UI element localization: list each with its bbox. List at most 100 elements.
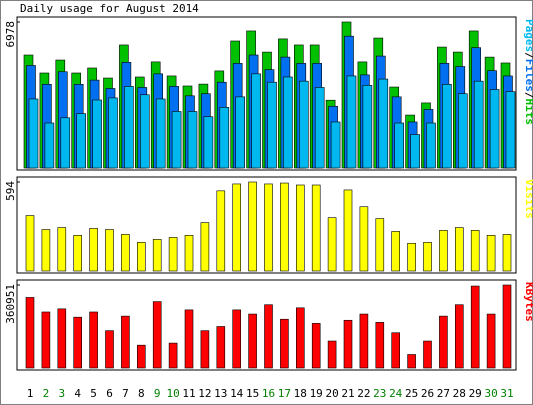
x-tick-label: 7	[122, 387, 129, 400]
bar	[264, 183, 273, 272]
x-tick-label: 25	[405, 387, 418, 400]
x-tick-label: 2	[43, 387, 50, 400]
legend: Pages/Files/Hits	[523, 19, 533, 125]
x-tick-label: 1	[27, 387, 34, 400]
bar	[203, 116, 214, 169]
bar	[362, 85, 373, 169]
bar	[137, 242, 146, 272]
bar	[283, 76, 293, 169]
x-tick-label: 23	[373, 387, 386, 400]
x-tick-label: 4	[74, 387, 81, 400]
legend-entry: Hits	[523, 99, 533, 126]
bar	[473, 80, 484, 169]
y-tick-label: 6978	[4, 21, 17, 48]
bar	[439, 230, 448, 272]
x-tick-label: 29	[469, 387, 482, 400]
legend-entry: Visits	[523, 179, 533, 219]
bar	[454, 227, 464, 272]
bar	[89, 228, 98, 272]
bar	[375, 218, 385, 272]
bar	[375, 322, 385, 369]
bar	[391, 332, 401, 369]
bar	[295, 307, 305, 369]
bar	[152, 301, 162, 369]
bar	[359, 206, 369, 272]
bar	[470, 285, 480, 369]
x-tick-label: 27	[437, 387, 450, 400]
bar	[92, 99, 102, 169]
x-tick-label: 18	[294, 387, 307, 400]
bar	[28, 98, 39, 169]
bar	[314, 87, 325, 169]
bar	[470, 230, 480, 272]
bar	[311, 323, 321, 369]
bar	[489, 89, 500, 169]
legend-separator: /	[523, 52, 533, 59]
bar	[152, 239, 162, 272]
bar	[41, 311, 51, 369]
x-tick-label: 24	[389, 387, 403, 400]
bar	[505, 91, 516, 169]
bar	[327, 217, 337, 272]
y-tick-label: 594	[4, 181, 17, 201]
bar	[343, 189, 353, 272]
x-tick-label: 13	[214, 387, 227, 400]
bar	[280, 318, 289, 369]
x-tick-label: 22	[357, 387, 370, 400]
bar	[311, 184, 321, 272]
legend-entry: KBytes	[523, 282, 533, 322]
bar	[251, 73, 261, 169]
bar	[44, 122, 55, 169]
x-tick-label: 15	[246, 387, 259, 400]
bar	[184, 309, 194, 369]
bar	[407, 242, 416, 272]
bar	[295, 184, 305, 272]
bar	[168, 342, 178, 369]
x-tick-label: 20	[325, 387, 338, 400]
x-tick-label: 9	[154, 387, 161, 400]
legend-separator: /	[523, 92, 533, 99]
bar	[137, 344, 146, 369]
bar	[184, 235, 194, 272]
bar	[502, 234, 512, 272]
bar	[25, 215, 35, 272]
bar	[25, 297, 35, 369]
bar	[298, 80, 309, 169]
x-tick-label: 12	[198, 387, 211, 400]
bar	[423, 242, 432, 272]
bar	[267, 81, 277, 169]
bar	[216, 326, 226, 369]
x-tick-label: 17	[278, 387, 291, 400]
bar	[121, 234, 130, 272]
bar	[264, 304, 273, 369]
bar	[454, 304, 464, 369]
bar	[140, 94, 150, 169]
bar	[73, 316, 82, 369]
bar	[327, 340, 337, 369]
bar	[439, 315, 448, 369]
bar	[216, 190, 226, 272]
x-tick-label: 19	[310, 387, 323, 400]
x-tick-label: 6	[106, 387, 113, 400]
x-tick-label: 14	[230, 387, 244, 400]
x-tick-label: 30	[484, 387, 497, 400]
bar	[343, 319, 353, 369]
bar	[41, 229, 51, 272]
bar	[407, 354, 416, 369]
x-tick-label: 16	[262, 387, 275, 400]
x-tick-label: 11	[182, 387, 195, 400]
x-tick-label: 28	[453, 387, 466, 400]
bar	[442, 84, 452, 169]
bar	[457, 93, 468, 169]
bar	[200, 330, 210, 369]
bar	[280, 182, 289, 272]
bar	[502, 284, 512, 369]
bar	[76, 113, 86, 169]
bar	[378, 78, 389, 169]
bar	[124, 86, 134, 169]
bar	[486, 235, 496, 272]
x-tick-label: 8	[138, 387, 145, 400]
bar	[359, 313, 369, 369]
legend-entry: Files	[523, 59, 533, 92]
